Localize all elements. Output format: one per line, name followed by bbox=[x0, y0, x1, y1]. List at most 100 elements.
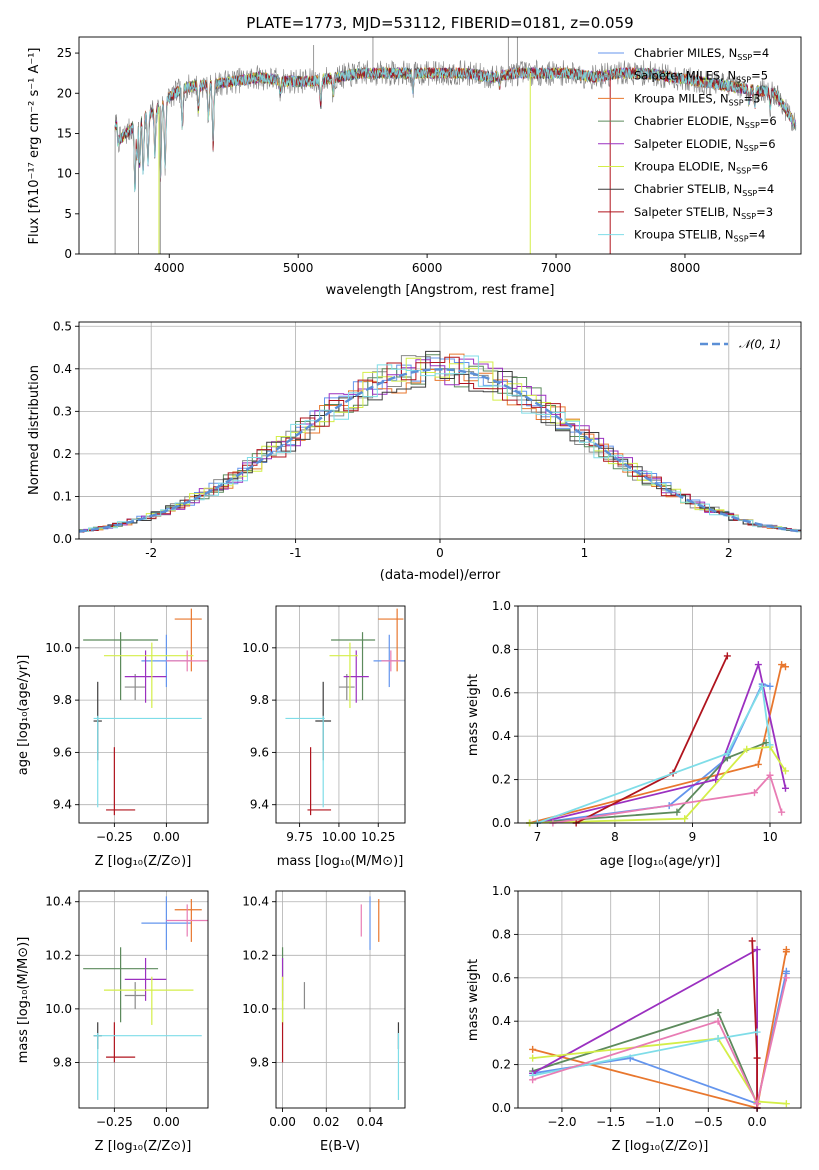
weight-vs-z-point-marker bbox=[782, 974, 790, 982]
mass-vs-z-ticks: −0.25 0.00 9.8 10.0 10.2 10.4 bbox=[45, 895, 179, 1129]
age-vs-z-ticks: −0.25 0.00 9.4 9.6 9.8 10.0 bbox=[45, 641, 179, 844]
mass-vs-ebv-xlabel: E(B-V) bbox=[320, 1139, 360, 1154]
age-vs-z-ytick-label: 9.4 bbox=[53, 798, 72, 812]
weight-vs-age-axes-frame bbox=[517, 605, 802, 824]
gaussian-reference-curve bbox=[78, 368, 802, 533]
spectrum-lines bbox=[114, 37, 797, 254]
weight-vs-age-xtick-label: 10 bbox=[762, 830, 777, 844]
mass-vs-ebv-ytick-label: 10.0 bbox=[242, 1002, 269, 1016]
spectrum-ticks: 4000 5000 6000 7000 8000 0 5 10 15 20 25 bbox=[57, 46, 701, 275]
weight-vs-age-ytick-label: 1.0 bbox=[492, 599, 511, 613]
weight-vs-age-point-marker bbox=[778, 661, 786, 669]
weight-vs-z-series-line bbox=[532, 1037, 787, 1105]
weight-vs-age-xtick-label: 8 bbox=[611, 830, 619, 844]
legend-entry-label: Salpeter MILES, NSSP=5 bbox=[634, 69, 768, 85]
age-vs-z-xlabel: Z [log₁₀(Z/Z⊙)] bbox=[95, 854, 192, 869]
histogram-ytick-label: 0.4 bbox=[53, 362, 72, 376]
weight-vs-z-point-marker bbox=[529, 1054, 537, 1062]
spectrum-xtick-label: 6000 bbox=[412, 261, 443, 275]
spectrum-xtick-label: 8000 bbox=[670, 261, 701, 275]
age-vs-mass-axes-frame bbox=[275, 605, 406, 824]
mass-vs-ebv-ytick-label: 10.4 bbox=[242, 895, 269, 909]
age-vs-z-grid bbox=[79, 606, 208, 823]
weight-vs-z-xtick-label: −2.0 bbox=[547, 1115, 576, 1129]
weight-vs-z-point-marker bbox=[714, 1017, 722, 1025]
weight-vs-age-ytick-label: 0.6 bbox=[492, 686, 511, 700]
weight-vs-age-panel: 7 8 9 10 0.0 0.2 0.4 0.6 0.8 1.0 age [log₁₀(age/y… bbox=[466, 599, 802, 869]
legend-entry-label: Chabrier ELODIE, NSSP=6 bbox=[634, 114, 777, 130]
residual-histogram-step bbox=[79, 355, 801, 533]
mass-vs-z-axes-frame bbox=[78, 890, 209, 1109]
age-vs-mass-ytick-label: 9.4 bbox=[250, 798, 269, 812]
spectrum-xlabel: wavelength [Angstrom, rest frame] bbox=[326, 283, 555, 298]
age-vs-mass-ticks: 9.75 10.00 10.25 9.4 9.6 9.8 10.0 bbox=[242, 641, 395, 844]
histogram-xtick-label: 2 bbox=[725, 546, 733, 560]
weight-vs-z-ytick-label: 0.0 bbox=[492, 1101, 511, 1115]
age-vs-z-xtick-label: −0.25 bbox=[96, 830, 133, 844]
weight-vs-age-point-marker bbox=[743, 745, 751, 753]
weight-vs-age-point-marker bbox=[673, 808, 681, 816]
histogram-xlabel: (data-model)/error bbox=[380, 568, 501, 583]
mass-vs-z-xtick-label: 0.00 bbox=[153, 1115, 180, 1129]
histogram-legend: 𝒩(0, 1) bbox=[700, 337, 781, 351]
weight-vs-z-grid bbox=[518, 890, 801, 1109]
spectrum-xtick-label: 7000 bbox=[541, 261, 572, 275]
age-vs-mass-errorbars bbox=[285, 608, 405, 816]
spectrum-xtick-label: 4000 bbox=[154, 261, 185, 275]
age-vs-mass-grid bbox=[276, 606, 405, 823]
mass-vs-ebv-ytick-label: 10.2 bbox=[242, 948, 269, 962]
spectrum-xtick-label: 5000 bbox=[283, 261, 314, 275]
histogram-ytick-label: 0.0 bbox=[53, 532, 72, 546]
weight-vs-age-series-line bbox=[575, 655, 729, 824]
weight-vs-z-ytick-label: 0.6 bbox=[492, 971, 511, 985]
weight-vs-z-xtick-label: −1.5 bbox=[596, 1115, 625, 1129]
age-vs-mass-xtick-label: 9.75 bbox=[286, 830, 313, 844]
mass-vs-z-errorbars bbox=[83, 896, 208, 1100]
histogram-ytick-label: 0.3 bbox=[53, 404, 72, 418]
mass-vs-ebv-xtick-label: 0.04 bbox=[357, 1115, 384, 1129]
mass-vs-z-xlabel: Z [log₁₀(Z/Z⊙)] bbox=[95, 1139, 192, 1154]
weight-vs-age-xtick-label: 9 bbox=[689, 830, 697, 844]
weight-vs-z-point-marker bbox=[529, 1076, 537, 1084]
weight-vs-z-point-marker bbox=[714, 1009, 722, 1017]
weight-vs-z-series-line bbox=[532, 977, 788, 1107]
model-spectrum-line bbox=[114, 66, 797, 192]
spectrum-ytick-label: 5 bbox=[64, 207, 72, 221]
legend-entry-label: Kroupa STELIB, NSSP=4 bbox=[634, 228, 765, 244]
mass-vs-ebv-axes-frame bbox=[275, 890, 406, 1109]
mass-vs-z-ytick-label: 10.2 bbox=[45, 948, 72, 962]
age-vs-mass-ytick-label: 9.8 bbox=[250, 693, 269, 707]
age-vs-mass-xtick-label: 10.25 bbox=[361, 830, 395, 844]
age-vs-mass-xtick-label: 10.00 bbox=[322, 830, 356, 844]
legend-entry-label: Salpeter ELODIE, NSSP=6 bbox=[634, 137, 776, 153]
weight-vs-age-xtick-label: 7 bbox=[534, 830, 542, 844]
weight-vs-age-point-marker bbox=[781, 784, 789, 792]
age-vs-z-ylabel: age [log₁₀(age/yr)] bbox=[16, 655, 31, 776]
weight-vs-age-point-marker bbox=[758, 682, 766, 690]
weight-vs-age-point-marker bbox=[778, 808, 786, 816]
mass-vs-z-ylabel: mass [log₁₀(M/M⊙)] bbox=[16, 937, 31, 1064]
mass-vs-ebv-ticks: 0.00 0.02 0.04 9.8 10.0 10.2 10.4 bbox=[242, 895, 383, 1129]
mass-vs-ebv-xtick-label: 0.00 bbox=[269, 1115, 296, 1129]
weight-vs-age-ytick-label: 0.4 bbox=[492, 729, 511, 743]
spectrum-ytick-label: 0 bbox=[64, 247, 72, 261]
weight-vs-age-point-marker bbox=[723, 750, 731, 758]
age-vs-z-errorbars bbox=[83, 608, 208, 816]
weight-vs-z-point-marker bbox=[753, 1028, 761, 1036]
histogram-xtick-label: -1 bbox=[290, 546, 302, 560]
weight-vs-age-series-line bbox=[529, 663, 786, 824]
mass-vs-z-panel: −0.25 0.00 9.8 10.0 10.2 10.4 Z [log₁₀(Z/Z⊙)]… bbox=[16, 890, 209, 1154]
weight-vs-z-ytick-label: 0.4 bbox=[492, 1014, 511, 1028]
mass-vs-ebv-xtick-label: 0.02 bbox=[313, 1115, 340, 1129]
weight-vs-age-point-marker bbox=[766, 682, 774, 690]
weight-vs-age-ylabel: mass weight bbox=[466, 674, 481, 756]
weight-vs-z-xtick-label: 0.0 bbox=[748, 1115, 767, 1129]
mass-vs-ebv-panel: 0.00 0.02 0.04 9.8 10.0 10.2 10.4 E(B-V) bbox=[242, 890, 406, 1154]
weight-vs-z-point-marker bbox=[753, 946, 761, 954]
weight-vs-z-point-marker bbox=[782, 1100, 790, 1108]
histogram-xtick-label: 0 bbox=[436, 546, 444, 560]
weight-vs-age-point-marker bbox=[723, 652, 731, 660]
mass-vs-z-grid bbox=[79, 891, 208, 1108]
weight-vs-z-ytick-label: 1.0 bbox=[492, 884, 511, 898]
